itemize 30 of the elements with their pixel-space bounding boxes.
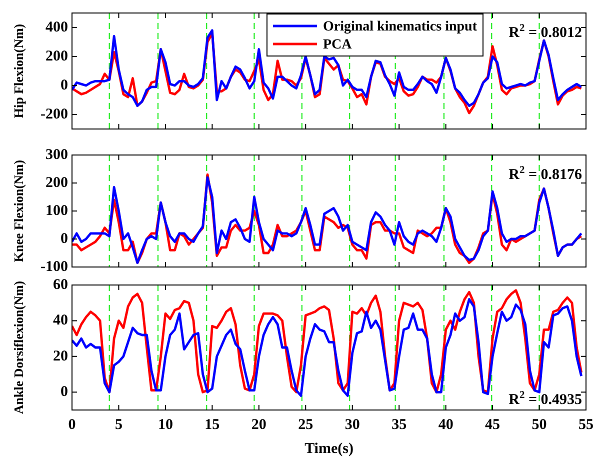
x-tick-label: 5 xyxy=(114,416,122,433)
y-tick-label: 200 xyxy=(46,174,68,191)
y-tick-label: 300 xyxy=(46,146,68,163)
y-tick-label: 200 xyxy=(46,48,68,64)
y-tick-label: -100 xyxy=(40,258,68,275)
y-tick-label: 40 xyxy=(53,312,68,329)
x-tick-label: 45 xyxy=(485,416,500,433)
legend-label: PCA xyxy=(322,38,353,53)
y-axis-title: Knee Flexion(Nm) xyxy=(11,160,26,262)
x-tick-label: 10 xyxy=(158,416,173,433)
x-tick-label: 30 xyxy=(344,416,360,433)
y-tick-label: 20 xyxy=(53,348,68,364)
x-axis-title: Time(s) xyxy=(304,440,354,457)
y-tick-label: 0 xyxy=(60,384,68,400)
x-tick-label: 55 xyxy=(578,416,594,433)
y-tick-label: 400 xyxy=(46,19,68,36)
x-tick-label: 40 xyxy=(438,416,454,433)
x-tick-label: 15 xyxy=(204,416,220,433)
y-tick-label: 100 xyxy=(46,202,68,219)
legend-label: Original kinematics input xyxy=(322,20,478,35)
y-axis-title: Ankle Dorsiflexion(Nm) xyxy=(11,280,26,414)
y-tick-label: -200 xyxy=(40,106,68,122)
y-tick-label: 0 xyxy=(60,230,68,247)
x-tick-label: 50 xyxy=(532,416,547,433)
x-tick-label: 25 xyxy=(298,416,314,433)
x-tick-label: 35 xyxy=(392,416,407,433)
y-tick-label: 60 xyxy=(53,276,68,293)
y-axis-title: Hip Flexion(Nm) xyxy=(11,24,26,118)
y-tick-label: 0 xyxy=(60,77,68,94)
x-tick-label: 20 xyxy=(251,416,266,433)
